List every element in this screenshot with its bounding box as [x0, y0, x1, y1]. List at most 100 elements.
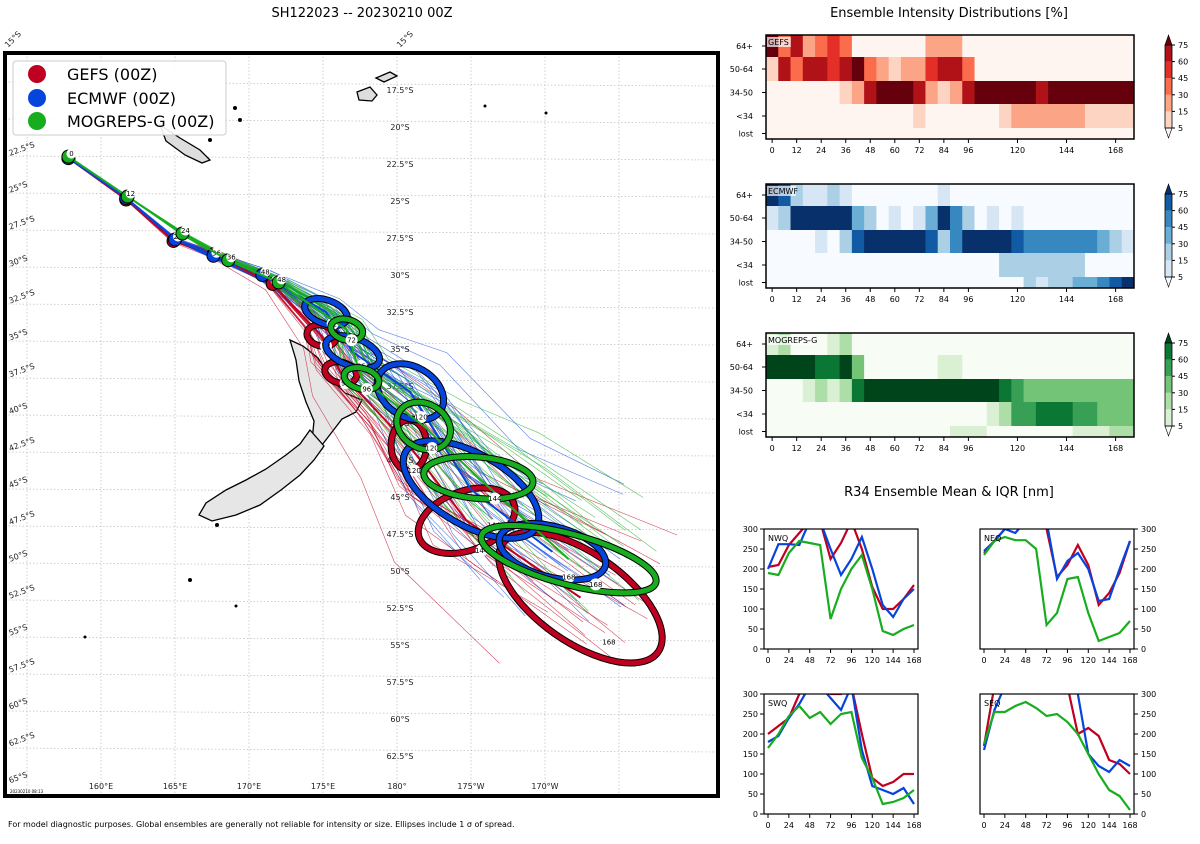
heatmap-cell — [1109, 355, 1123, 379]
heatmap-cell — [1084, 230, 1098, 253]
left-lat-label: 52.5°S — [8, 583, 36, 601]
heatmap-cell — [851, 253, 865, 277]
heatmap-cell — [1023, 57, 1037, 81]
heatmap-cell — [913, 355, 926, 379]
heatmap-cell — [925, 57, 939, 81]
heatmap-cell — [999, 128, 1012, 139]
heatmap-cell — [999, 253, 1012, 277]
heatmap-cell — [974, 35, 988, 57]
spread-ellipse — [341, 365, 382, 393]
heatmap-cell — [950, 104, 963, 128]
left-lat-label: 32.5°S — [8, 288, 36, 306]
x-tick-label: 168 — [906, 656, 921, 665]
legend-label-ecmwf: ECMWF (00Z) — [67, 89, 176, 108]
heatmap-cell — [839, 81, 853, 104]
panel-label-bg — [767, 186, 796, 196]
x-tick-label: 0 — [765, 656, 770, 665]
lat-label: 62.5°S — [387, 752, 414, 761]
heatmap-cell — [1084, 355, 1098, 379]
colorbar-tick-label: 30 — [1178, 240, 1188, 249]
heatmap-cell — [1023, 35, 1037, 57]
heatmap-cell — [766, 230, 779, 253]
y-tick-label: 250 — [743, 710, 758, 719]
left-lat-label: 37.5°S — [8, 362, 36, 380]
x-tick-label: 144 — [1059, 146, 1074, 155]
heatmap-cell — [876, 277, 890, 288]
intensity-heatmaps: 64+ 50-64 34-50 <34 lost GEFS 0 12 24 36 48 60 72 84 9… — [730, 34, 1188, 453]
mean-track-mogreps-g — [67, 155, 570, 560]
lat-label: 60°S — [390, 715, 409, 724]
heatmap-cell — [888, 206, 902, 230]
heatmap-cell — [1072, 333, 1086, 355]
heatmap-cell — [778, 57, 791, 81]
heatmap-cell — [913, 57, 926, 81]
heatmap-cell — [950, 81, 963, 104]
heatmap-frame — [765, 34, 1135, 140]
y-tick-label: 0 — [1141, 645, 1146, 654]
heatmap-cell — [925, 253, 939, 277]
heatmap-cell — [876, 81, 890, 104]
row-label: lost — [739, 428, 753, 437]
x-tick-label: 120 — [865, 656, 880, 665]
heatmap-cell — [962, 128, 975, 139]
heatmap-cell — [986, 402, 1000, 426]
y-tick-label: 200 — [1141, 730, 1156, 739]
heatmap-cell — [802, 57, 816, 81]
lat-label: 35°S — [390, 345, 409, 354]
heatmap-cell — [802, 402, 816, 426]
heatmap-cell — [802, 184, 816, 206]
row-label: 64+ — [736, 191, 753, 200]
heatmap-cell — [937, 184, 951, 206]
heatmap-cell — [802, 230, 816, 253]
colorbar-tick-label: 60 — [1178, 356, 1188, 365]
heatmap-cell — [1072, 253, 1086, 277]
heatmap-cell — [913, 206, 926, 230]
parallel-line — [4, 192, 719, 198]
heatmap-cell — [1011, 81, 1024, 104]
heatmap-cell — [900, 230, 914, 253]
heatmap-cell — [986, 379, 1000, 402]
heatmap-cell — [974, 379, 988, 402]
heatmap-cell — [1011, 253, 1024, 277]
x-tick-label: 24 — [816, 444, 826, 453]
heatmap-cell — [778, 81, 791, 104]
heatmap-cell — [986, 206, 1000, 230]
heatmap-cell — [937, 333, 951, 355]
heatmap-cell — [766, 277, 779, 288]
heatmap-cell — [827, 426, 840, 437]
heatmap-cell — [1060, 35, 1074, 57]
heatmap-cell — [1109, 184, 1123, 206]
heatmap-cell — [1048, 426, 1061, 437]
heatmap-cell — [851, 128, 865, 139]
heatmap-cell — [815, 57, 828, 81]
heatmap-cell — [1084, 206, 1098, 230]
heatmap-cell — [999, 426, 1012, 437]
r34-frame — [763, 693, 919, 815]
lat-label: 17.5°S — [387, 86, 414, 95]
heatmap-cell — [950, 206, 963, 230]
parallel-line — [4, 488, 719, 494]
heatmap-cell — [815, 253, 828, 277]
heatmap-cell — [1097, 277, 1110, 288]
heatmap-cell — [937, 253, 951, 277]
heatmap-cell — [1060, 402, 1074, 426]
heatmap-ecmwf: 64+ 50-64 34-50 <34 lost ECMWF 0 12 24 36 48 60 72 84… — [730, 183, 1188, 304]
left-lat-label: 42.5°S — [8, 435, 36, 453]
heatmap-cell — [999, 104, 1012, 128]
ensemble-member-track — [68, 157, 500, 664]
colorbar-tick-label: 75 — [1178, 339, 1188, 348]
x-tick-label: 36 — [841, 295, 851, 304]
x-tick-label: 60 — [890, 444, 900, 453]
heatmap-cell — [913, 277, 926, 288]
heatmap-cell — [1011, 128, 1024, 139]
heatmap-cell — [790, 355, 804, 379]
heatmap-cell — [900, 128, 914, 139]
forecast-hour-label: 120 — [407, 467, 420, 475]
colorbar-tick-label: 5 — [1178, 422, 1183, 431]
colorbar-extend-min — [1164, 127, 1173, 139]
heatmap-cell — [1023, 184, 1037, 206]
forecast-hour-marker — [488, 492, 501, 505]
heatmap-cell — [1121, 333, 1135, 355]
heatmap-cell — [1035, 230, 1049, 253]
heatmap-cell — [962, 104, 975, 128]
